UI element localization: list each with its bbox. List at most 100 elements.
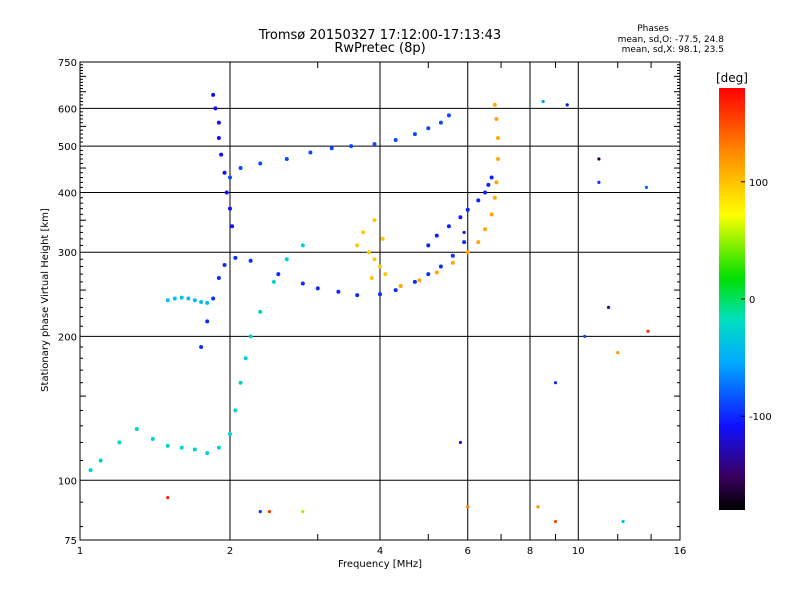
data-point — [258, 309, 263, 314]
x-tick-label: 4 — [377, 546, 383, 557]
data-point — [446, 224, 451, 229]
phases-mean-x: mean, sd,X: 98.1, 23.5 — [622, 45, 724, 55]
data-traces — [88, 92, 500, 473]
data-point — [495, 136, 500, 141]
data-point — [219, 152, 224, 157]
data-point — [438, 120, 443, 125]
data-point — [228, 431, 232, 436]
data-point — [248, 334, 253, 339]
data-point — [308, 150, 313, 155]
data-point — [355, 293, 360, 298]
data-point — [426, 272, 431, 277]
data-point — [553, 381, 558, 385]
data-point — [465, 207, 470, 212]
data-point — [199, 300, 204, 305]
data-point — [458, 215, 463, 220]
chart-subtitle: RwPretec (8p) — [334, 41, 425, 56]
data-point — [172, 296, 177, 301]
data-point — [398, 283, 403, 288]
data-point — [644, 185, 649, 189]
phases-mean-o: mean, sd,O: -77.5, 24.8 — [618, 35, 725, 45]
data-point — [248, 258, 253, 263]
data-point — [199, 345, 204, 350]
data-point — [492, 195, 497, 200]
y-tick-label: 400 — [58, 188, 77, 199]
data-trace — [199, 240, 467, 350]
data-point — [369, 275, 374, 280]
data-point — [621, 519, 625, 524]
data-point — [372, 218, 377, 223]
data-point — [301, 509, 305, 514]
data-point — [597, 180, 601, 184]
data-point — [434, 270, 439, 275]
data-point — [179, 295, 184, 300]
y-tick-label: 300 — [58, 248, 77, 259]
data-point — [361, 230, 366, 235]
data-point — [426, 243, 431, 248]
y-tick-label: 600 — [58, 104, 77, 115]
data-point — [216, 120, 221, 125]
data-point — [462, 230, 466, 235]
data-point — [553, 519, 558, 524]
data-point — [393, 138, 398, 143]
chart-title: Tromsø 20150327 17:12:00-17:13:43 — [258, 28, 501, 43]
data-point — [224, 190, 229, 195]
data-point — [412, 279, 417, 284]
data-point — [233, 408, 238, 413]
data-point — [450, 253, 455, 258]
isolated-points — [166, 99, 650, 524]
x-tick-label: 10 — [572, 546, 585, 557]
data-trace — [88, 243, 305, 473]
data-point — [284, 157, 289, 162]
data-trace — [398, 102, 500, 288]
data-point — [541, 99, 545, 104]
data-point — [434, 233, 439, 238]
x-tick-label: 8 — [527, 546, 533, 557]
data-point — [267, 509, 272, 514]
data-point — [583, 334, 587, 338]
x-tick-label: 2 — [227, 546, 233, 557]
data-point — [300, 281, 305, 286]
data-point — [205, 319, 210, 324]
data-point — [372, 257, 377, 262]
data-point — [458, 440, 463, 445]
data-point — [192, 447, 197, 452]
data-point — [238, 380, 243, 385]
data-point — [228, 175, 232, 180]
data-point — [383, 272, 388, 277]
data-point — [466, 505, 470, 509]
data-point — [205, 451, 210, 456]
data-point — [216, 136, 221, 141]
data-trace — [426, 175, 494, 248]
data-point — [606, 305, 611, 309]
data-point — [284, 257, 289, 262]
data-point — [233, 255, 238, 260]
data-point — [492, 102, 497, 107]
data-point — [483, 227, 488, 232]
data-point — [117, 440, 122, 445]
data-point — [243, 356, 248, 361]
data-trace — [355, 218, 388, 280]
data-trace — [211, 92, 235, 229]
data-point — [222, 170, 227, 175]
data-point — [211, 296, 216, 301]
colorbar-label: [deg] — [716, 71, 748, 85]
y-tick-label: 500 — [58, 142, 77, 153]
data-point — [380, 236, 385, 241]
data-point — [98, 458, 103, 463]
data-point — [426, 126, 431, 131]
data-point — [349, 144, 354, 149]
data-point — [465, 250, 470, 255]
data-point — [476, 198, 481, 203]
data-point — [329, 146, 334, 151]
colorbar-gradient — [719, 88, 745, 510]
data-point — [216, 275, 221, 280]
data-point — [494, 116, 499, 121]
data-point — [186, 296, 191, 301]
data-point — [489, 175, 494, 180]
data-point — [258, 509, 262, 514]
data-point — [489, 212, 494, 217]
data-point — [355, 243, 360, 248]
data-point — [486, 182, 491, 187]
data-point — [450, 260, 455, 265]
